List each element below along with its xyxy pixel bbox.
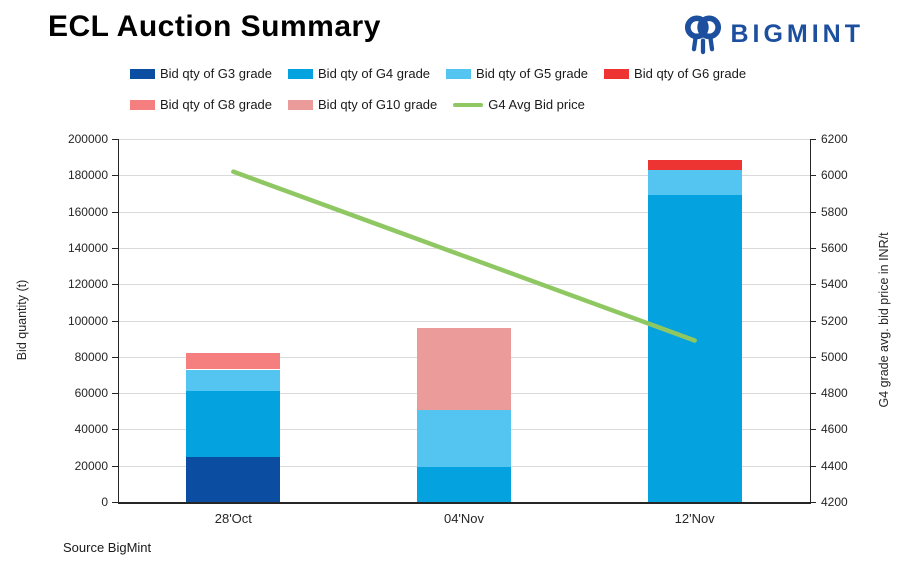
y-left-tick [112, 465, 118, 467]
y-right-tick [810, 502, 816, 503]
legend-item: Bid qty of G5 grade [446, 66, 588, 81]
legend-item: Bid qty of G10 grade [288, 97, 437, 112]
bigmint-logo-icon [684, 13, 722, 55]
y-right-tick [810, 284, 816, 286]
bar-segment [647, 195, 742, 502]
brand-wordmark: BIGMINT [730, 19, 864, 48]
y-left-tick-label: 100000 [67, 313, 108, 328]
y-right-tick-label: 5200 [821, 313, 848, 328]
page-title: ECL Auction Summary [48, 10, 381, 43]
y-right-tick [810, 356, 816, 358]
y-left-tick [112, 502, 118, 503]
y-left-tick [112, 393, 118, 395]
legend-item: Bid qty of G3 grade [130, 66, 272, 81]
bar-segment [186, 353, 281, 370]
x-category-label: 28'Oct [214, 511, 252, 526]
legend-label: Bid qty of G6 grade [634, 66, 747, 81]
y-left-tick-label: 40000 [74, 422, 108, 437]
y-left-tick [112, 139, 118, 140]
y-left-tick-label: 140000 [67, 240, 108, 255]
bar-segment [186, 369, 281, 392]
legend-swatch [288, 68, 314, 79]
y-right-tick-label: 4600 [821, 422, 848, 437]
y-right-tick-label: 5600 [821, 240, 848, 255]
y-left-tick-label: 160000 [67, 204, 108, 219]
y-right-tick [810, 139, 816, 140]
bar-segment [417, 466, 511, 502]
legend-item: G4 Avg Bid price [453, 97, 585, 112]
y-right-tick-label: 5400 [821, 277, 848, 292]
y-left-tick [112, 429, 118, 431]
y-left-tick-label: 80000 [74, 349, 108, 364]
y-right-tick [810, 247, 816, 249]
y-right-tick [810, 320, 816, 322]
y-right-tick-label: 6000 [821, 168, 848, 183]
y-left-tick [112, 356, 118, 358]
legend-item: Bid qty of G6 grade [604, 66, 746, 81]
y-left-tick [112, 175, 118, 177]
bar-segment [647, 159, 742, 170]
bar-segment [417, 327, 511, 411]
legend-row-2: Bid qty of G8 grade Bid qty of G10 grade G… [130, 97, 585, 112]
brand-logo: BIGMINT [684, 13, 864, 55]
y-right-tick [810, 429, 816, 431]
legend-label: Bid qty of G10 grade [318, 97, 438, 112]
legend-label: Bid qty of G8 grade [160, 97, 273, 112]
bar-segment [186, 456, 281, 502]
y-right-tick [810, 393, 816, 395]
y-left-tick [112, 284, 118, 286]
bar-segment [647, 169, 742, 196]
legend-label: G4 Avg Bid price [488, 97, 585, 112]
y-right-tick [810, 465, 816, 467]
legend-label: Bid qty of G3 grade [160, 66, 273, 81]
legend-swatch [288, 99, 314, 110]
y-right-tick [810, 211, 816, 213]
y-left-tick-label: 120000 [67, 277, 108, 292]
x-category-label: 12'Nov [674, 511, 715, 526]
y-left-tick-label: 200000 [67, 132, 108, 146]
bar-segment [417, 410, 511, 467]
trend-line [231, 169, 697, 343]
y-left-tick-label: 0 [101, 495, 108, 509]
y-right-tick-label: 6200 [821, 132, 848, 146]
y-left-tick [112, 320, 118, 322]
y-right-tick-label: 5000 [821, 349, 848, 364]
legend-label: Bid qty of G4 grade [318, 66, 431, 81]
y-right-tick-label: 5800 [821, 204, 848, 219]
left-axis-line [118, 139, 119, 503]
legend-item: Bid qty of G8 grade [130, 97, 272, 112]
legend-item: Bid qty of G4 grade [288, 66, 430, 81]
y-right-tick [810, 175, 816, 177]
bottom-axis-line [118, 502, 811, 504]
gridline [118, 139, 810, 140]
right-axis-title: G4 grade avg. bid price in INR/t [877, 232, 891, 408]
legend-swatch [446, 68, 472, 79]
y-right-tick-label: 4200 [821, 495, 848, 509]
y-right-tick-label: 4800 [821, 386, 848, 401]
legend-line-swatch [453, 102, 484, 107]
y-left-tick-label: 20000 [74, 458, 108, 473]
legend-label: Bid qty of G5 grade [476, 66, 589, 81]
legend-swatch [130, 99, 155, 110]
y-right-tick-label: 4400 [821, 458, 848, 473]
y-left-tick [112, 247, 118, 249]
source-note: Source BigMint [63, 540, 152, 555]
legend-row-1: Bid qty of G3 grade Bid qty of G4 grade Bi… [130, 66, 746, 81]
legend-swatch [604, 68, 630, 79]
left-axis-title: Bid quantity (t) [15, 279, 29, 361]
y-left-tick [112, 211, 118, 213]
bar-segment [186, 391, 281, 457]
legend-swatch [130, 68, 155, 79]
right-axis-line [810, 139, 811, 503]
x-category-label: 04'Nov [443, 511, 485, 526]
y-left-tick-label: 180000 [67, 168, 108, 183]
y-left-tick-label: 60000 [74, 386, 108, 401]
